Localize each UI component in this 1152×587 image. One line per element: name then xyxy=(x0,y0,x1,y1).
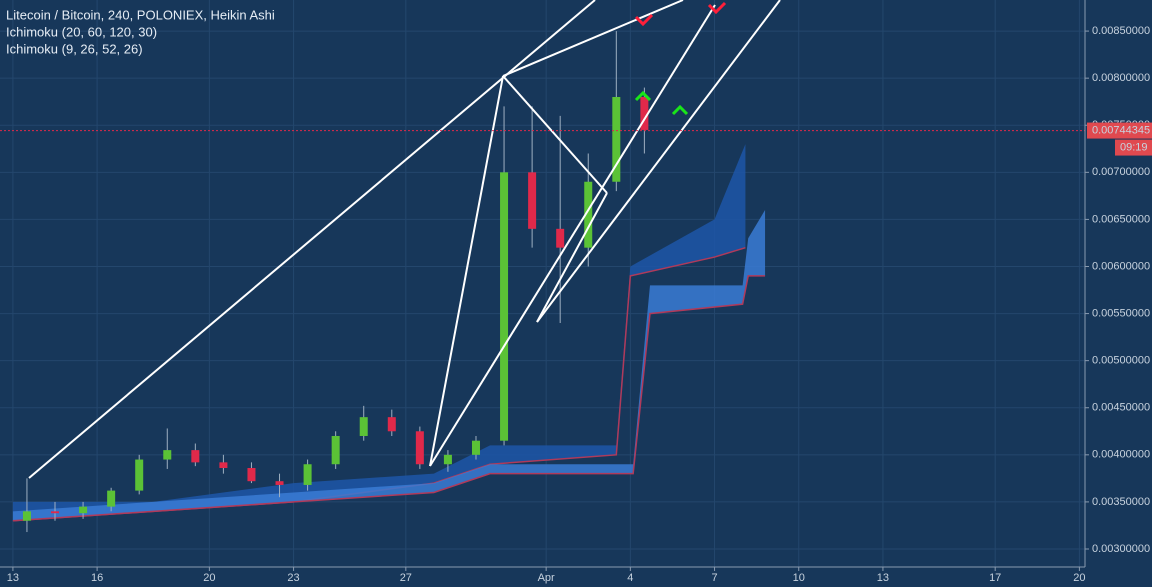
trendline xyxy=(429,4,716,467)
candle-body xyxy=(415,431,424,465)
legend: Litecoin / Bitcoin, 240, POLONIEX, Heiki… xyxy=(6,7,275,56)
x-tick-label: 7 xyxy=(711,572,717,584)
buy-arrow xyxy=(634,90,652,102)
y-tick-label: 0.00800000 xyxy=(1092,72,1150,84)
price-axis xyxy=(1085,0,1152,587)
grid xyxy=(0,0,1085,567)
x-tick-label: 13 xyxy=(7,572,19,584)
x-tick-label: 23 xyxy=(287,572,299,584)
candle-body xyxy=(359,417,368,436)
y-tick-label: 0.00350000 xyxy=(1092,496,1150,508)
candle-body xyxy=(219,462,228,469)
candle-body xyxy=(247,468,256,482)
candle-body xyxy=(135,459,144,491)
x-tick-label: Apr xyxy=(538,572,555,584)
axes: 0.00300000 0.00350000 0.00400000 0.00450000… xyxy=(7,25,1152,584)
x-tick-label: 17 xyxy=(989,572,1001,584)
trendline xyxy=(28,0,596,479)
candle-body xyxy=(471,440,480,455)
legend-entry: Ichimoku (9, 26, 52, 26) xyxy=(6,41,143,56)
y-tick-label: 0.00500000 xyxy=(1092,355,1150,367)
candle-body xyxy=(191,450,200,463)
x-tick-label: 16 xyxy=(91,572,103,584)
candle-body xyxy=(163,450,172,460)
candle-body xyxy=(79,506,88,514)
trendline xyxy=(536,0,781,323)
sell-arrow xyxy=(707,1,727,15)
y-tick-label: 0.00700000 xyxy=(1092,166,1150,178)
y-tick-label: 0.00850000 xyxy=(1092,25,1150,37)
y-tick-label: 0.00650000 xyxy=(1092,213,1150,225)
clouds xyxy=(12,144,766,522)
signals xyxy=(634,1,727,116)
trendline xyxy=(536,192,608,323)
candle-body xyxy=(51,511,60,514)
countdown: 09:19 xyxy=(1120,141,1148,153)
y-tick-label: 0.00300000 xyxy=(1092,543,1150,555)
y-tick-label: 0.00550000 xyxy=(1092,307,1150,319)
countdown-box xyxy=(1115,139,1152,156)
cloud-edge xyxy=(12,275,766,522)
last-price-box xyxy=(1087,122,1152,139)
candle-body xyxy=(556,228,565,248)
buy-arrow xyxy=(671,104,689,116)
trendline xyxy=(502,75,608,194)
trendline xyxy=(502,0,684,77)
y-tick-label: 0.00400000 xyxy=(1092,449,1150,461)
y-tick-label: 0.00450000 xyxy=(1092,402,1150,414)
candle-body xyxy=(275,481,284,485)
candle-body xyxy=(22,511,31,521)
last-price-label: 0.00744345 xyxy=(1092,124,1150,136)
candle-body xyxy=(584,181,593,248)
x-tick-label: 20 xyxy=(1073,572,1085,584)
trendlines xyxy=(28,0,781,479)
candle-body xyxy=(528,172,537,229)
sell-arrow xyxy=(634,13,654,27)
legend-entry: Ichimoku (20, 60, 120, 30) xyxy=(6,24,157,39)
x-tick-label: 13 xyxy=(877,572,889,584)
candle-body xyxy=(107,490,116,507)
x-tick-label: 27 xyxy=(400,572,412,584)
x-tick-label: 20 xyxy=(203,572,215,584)
candle-body xyxy=(387,417,396,432)
candle-body xyxy=(612,96,621,182)
x-tick-label: 4 xyxy=(627,572,633,584)
candle-body xyxy=(303,464,312,485)
candle-body xyxy=(331,435,340,465)
candle-body xyxy=(500,172,509,441)
trendline xyxy=(429,75,504,467)
candle-body xyxy=(640,96,649,130)
candles xyxy=(22,31,649,533)
candle-body xyxy=(443,454,452,465)
y-tick-label: 0.00600000 xyxy=(1092,260,1150,272)
chart-title: Litecoin / Bitcoin, 240, POLONIEX, Heiki… xyxy=(6,7,275,22)
x-tick-label: 10 xyxy=(793,572,805,584)
